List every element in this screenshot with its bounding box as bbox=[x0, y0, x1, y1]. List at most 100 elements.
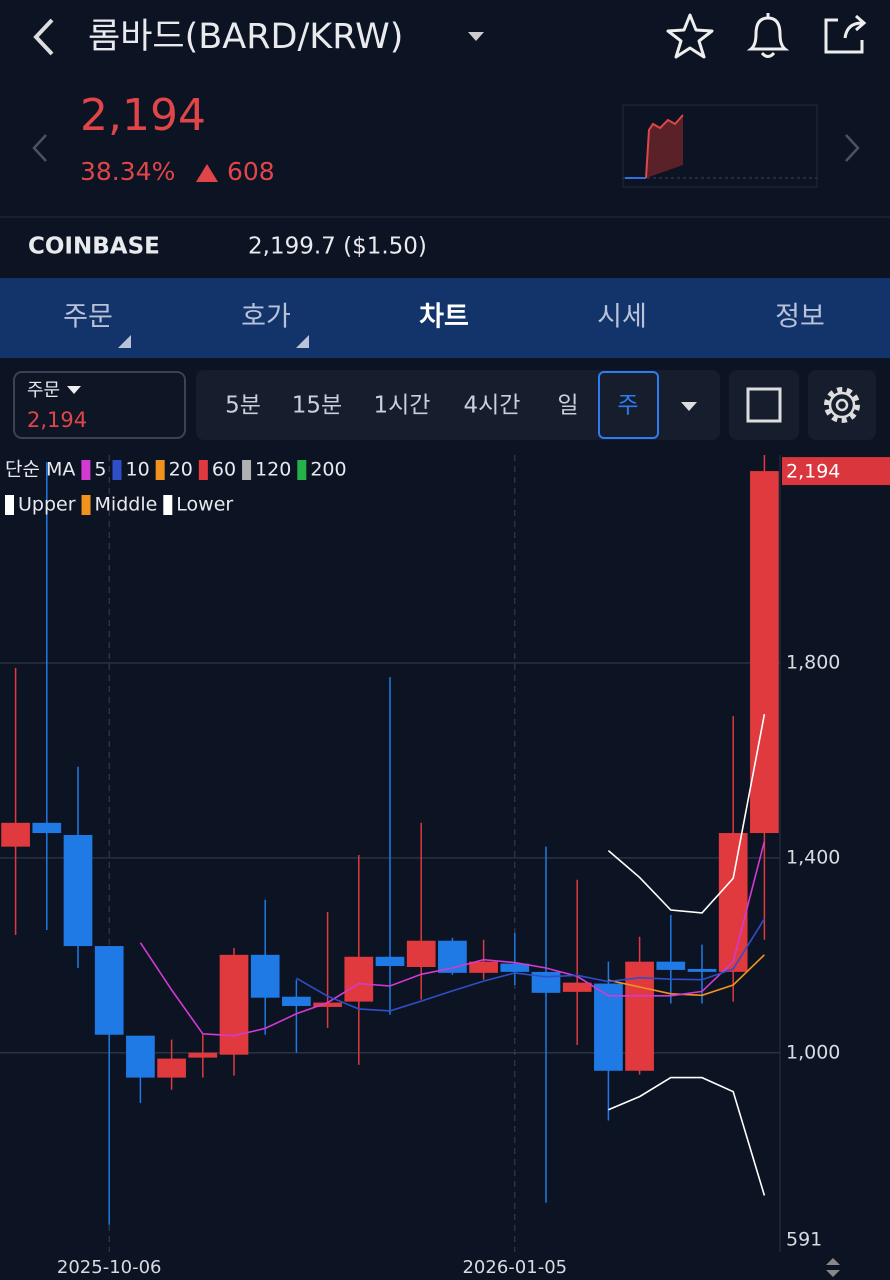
candle-body bbox=[250, 954, 280, 998]
legend-label: 60 bbox=[212, 459, 236, 481]
candle-body bbox=[687, 968, 717, 972]
back-button[interactable] bbox=[33, 18, 54, 56]
legend-label: Middle bbox=[95, 494, 158, 516]
interval-more[interactable] bbox=[681, 402, 697, 411]
candle-body bbox=[375, 956, 405, 967]
order-label: 주문 bbox=[27, 380, 60, 401]
tab[interactable]: 호가 bbox=[241, 302, 291, 333]
favorite-button[interactable] bbox=[666, 13, 714, 59]
change-amount: 608 bbox=[227, 157, 275, 186]
legend-title: 단순 MA bbox=[5, 459, 75, 481]
candle-body bbox=[562, 982, 592, 992]
interval-panel bbox=[196, 370, 720, 440]
legend-label: Lower bbox=[176, 494, 233, 516]
candle-body bbox=[594, 983, 623, 1071]
layout-button[interactable] bbox=[729, 370, 799, 440]
share-button[interactable] bbox=[824, 14, 867, 54]
interval[interactable]: 5분 bbox=[225, 393, 261, 419]
legend-label: 20 bbox=[169, 459, 193, 481]
legend-swatch bbox=[297, 460, 307, 480]
legend-swatch bbox=[81, 460, 91, 480]
order-caret bbox=[67, 386, 81, 394]
legend-swatch bbox=[163, 495, 173, 515]
bollinger-line bbox=[607, 714, 766, 914]
last-price-label: 2,194 bbox=[786, 461, 840, 483]
tab[interactable]: 시세 bbox=[597, 302, 647, 333]
candle-body bbox=[188, 1052, 218, 1058]
legend-label: 200 bbox=[310, 459, 346, 481]
settings-icon bbox=[824, 387, 860, 423]
tab-active[interactable]: 차트 bbox=[419, 302, 469, 333]
tab-bar bbox=[0, 278, 890, 358]
candle-body bbox=[63, 834, 93, 947]
scale-up[interactable] bbox=[826, 1258, 840, 1265]
exchange-name: COINBASE bbox=[28, 234, 160, 260]
order-price: 2,194 bbox=[27, 408, 87, 432]
layout-icon bbox=[746, 387, 782, 423]
title-dropdown[interactable] bbox=[468, 32, 484, 41]
sparkline bbox=[622, 104, 818, 188]
candle-body bbox=[94, 946, 124, 1035]
candle-body bbox=[750, 471, 779, 834]
chart: 591 1,000 1,400 1,800 2025-10-06 2026-01-05 2,… bbox=[0, 455, 890, 1278]
prev-button[interactable] bbox=[32, 134, 47, 162]
legend-label: 120 bbox=[255, 459, 291, 481]
legend-swatch bbox=[5, 495, 14, 515]
y-tick-label: 1,800 bbox=[786, 652, 840, 674]
ma-line bbox=[296, 918, 766, 1012]
legend-label: Upper bbox=[18, 494, 76, 516]
interval[interactable]: 15분 bbox=[292, 393, 342, 419]
x-tick-label: 2025-10-06 bbox=[57, 1257, 162, 1278]
bollinger-line bbox=[608, 954, 765, 997]
candle-body bbox=[625, 961, 654, 1071]
interval[interactable]: 4시간 bbox=[464, 393, 521, 419]
legend-swatch bbox=[198, 460, 208, 480]
candle-body bbox=[32, 822, 62, 834]
candle-body bbox=[469, 961, 498, 973]
candle-body bbox=[282, 996, 311, 1006]
candle-body bbox=[219, 954, 249, 1055]
order-box[interactable] bbox=[13, 371, 186, 439]
interval[interactable]: 일 bbox=[557, 393, 578, 419]
interval-active[interactable]: 주 bbox=[617, 393, 638, 419]
settings-button[interactable] bbox=[808, 370, 876, 440]
interval[interactable]: 1시간 bbox=[374, 393, 431, 419]
next-button[interactable] bbox=[845, 134, 860, 162]
bollinger-line bbox=[608, 1076, 766, 1196]
y-tick-label: 1,400 bbox=[786, 846, 840, 868]
exchange-price: 2,199.7 ($1.50) bbox=[248, 234, 427, 260]
title: 롬바드(BARD/KRW) bbox=[88, 17, 403, 57]
alert-button[interactable] bbox=[746, 13, 790, 58]
plot bbox=[1, 455, 779, 1225]
legend-swatch bbox=[81, 495, 91, 515]
legend-swatch bbox=[155, 460, 165, 480]
legend-swatch bbox=[242, 460, 252, 480]
candle-body bbox=[344, 956, 374, 1002]
interval-selected bbox=[598, 371, 659, 439]
candle-body bbox=[500, 963, 530, 972]
candle-body bbox=[406, 940, 436, 968]
current-price: 2,194 bbox=[80, 90, 206, 141]
tab[interactable]: 정보 bbox=[775, 302, 825, 333]
candle-body bbox=[126, 1035, 155, 1078]
candle-body bbox=[157, 1058, 186, 1078]
up-arrow bbox=[196, 164, 218, 182]
scale-down[interactable] bbox=[826, 1270, 840, 1277]
candle-body bbox=[313, 1002, 342, 1007]
last-price-marker bbox=[782, 457, 890, 486]
ma-line bbox=[139, 841, 766, 1037]
candle-body bbox=[656, 961, 686, 970]
y-tick-label: 591 bbox=[786, 1229, 822, 1251]
x-tick-label: 2026-01-05 bbox=[462, 1257, 567, 1278]
y-tick-label: 1,000 bbox=[786, 1041, 840, 1063]
legend-label: 10 bbox=[125, 459, 149, 481]
legend-label: 5 bbox=[94, 459, 106, 481]
tab-corner bbox=[118, 335, 131, 348]
tab[interactable]: 주문 bbox=[63, 302, 113, 333]
candle-body bbox=[718, 833, 748, 972]
candle-body bbox=[1, 822, 30, 847]
change-percent: 38.34% bbox=[80, 157, 175, 186]
legend-swatch bbox=[112, 460, 122, 480]
